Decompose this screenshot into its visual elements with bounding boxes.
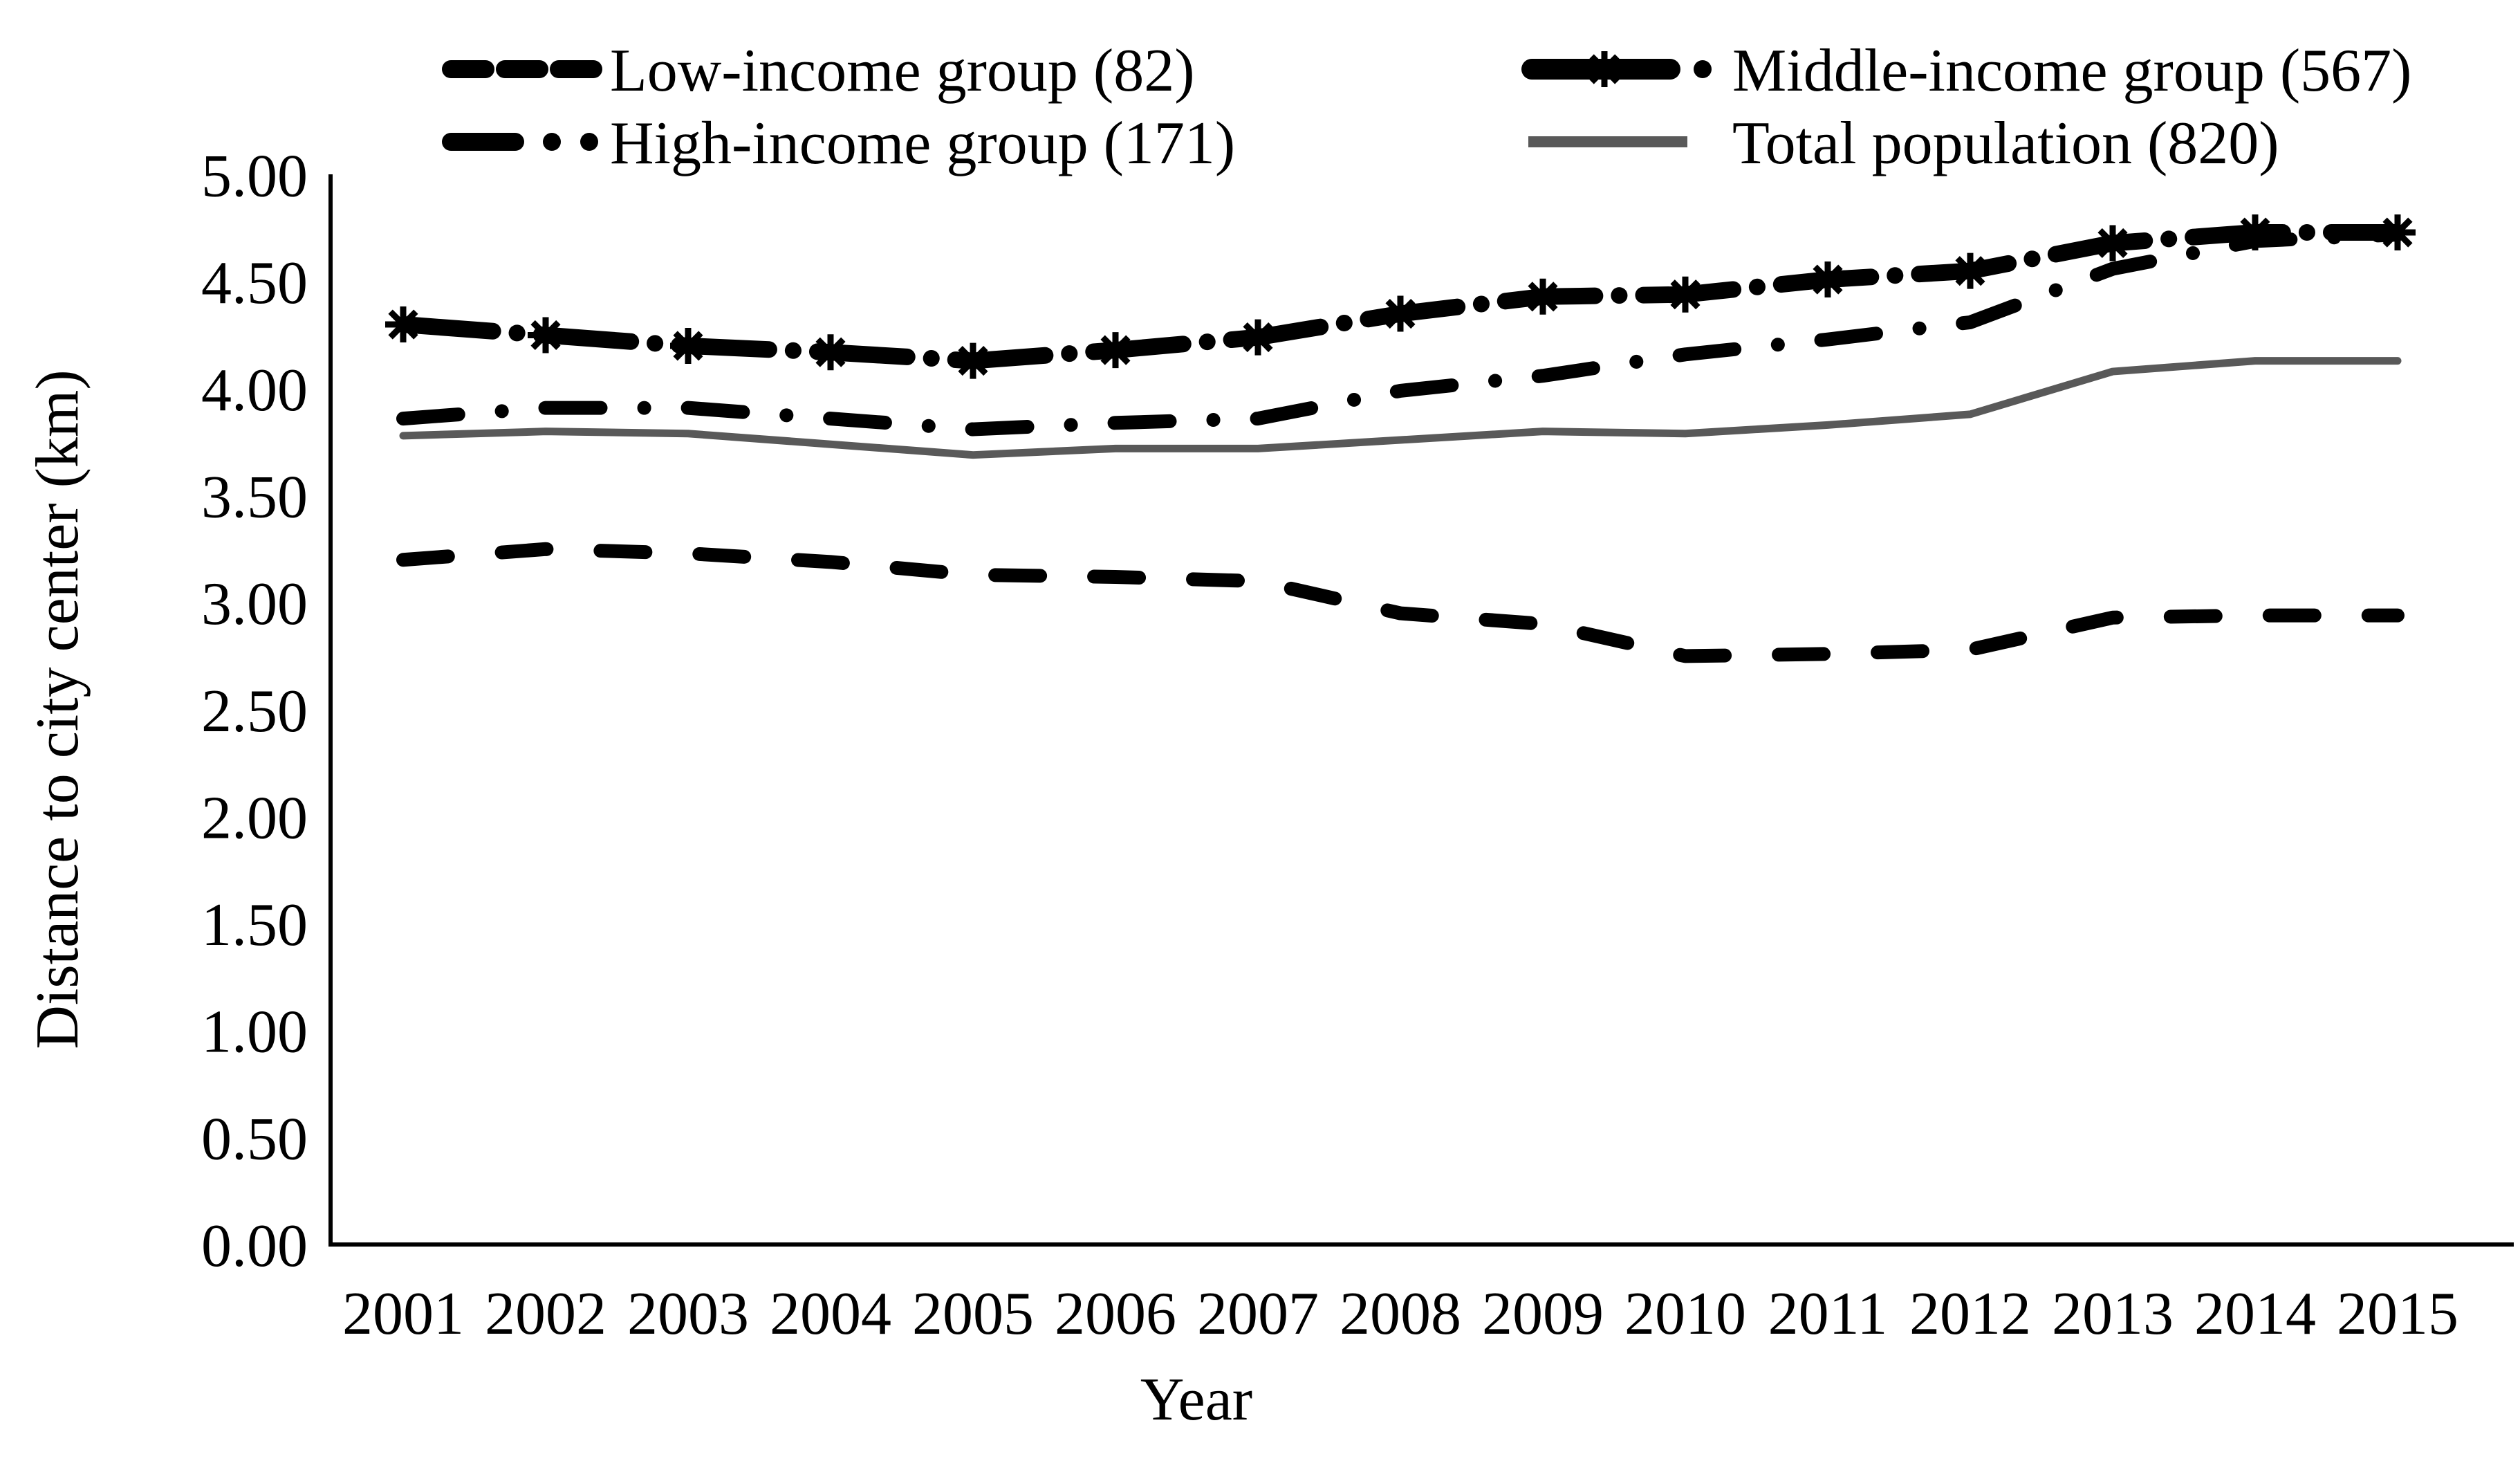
x-tick-label: 2011 [1768,1280,1888,1348]
y-tick-label: 1.00 [201,999,308,1066]
x-tick-label: 2009 [1482,1280,1604,1348]
star-marker [1097,332,1133,369]
star-arm [1955,256,1985,286]
star-marker [1382,295,1418,332]
star-marker [1240,319,1276,356]
y-tick-label: 0.00 [201,1213,308,1280]
legend: Low-income group (82) Middle-income group… [442,37,2411,177]
y-tick-label: 2.00 [201,784,308,852]
x-tick-label: 2014 [2194,1280,2316,1348]
star-arm [1243,322,1273,353]
series-middle-income-group-567 [385,214,2416,379]
star-marker [1667,276,1703,313]
x-tick-label: 2001 [342,1280,464,1348]
star-arm [1813,264,1843,295]
star-arm [673,331,703,361]
y-tick-label: 4.50 [201,250,308,317]
star-marker [385,306,421,343]
x-tick-label: 2015 [2337,1280,2458,1348]
star-marker [955,342,991,379]
x-tick-label: 2007 [1197,1280,1319,1348]
series-total-population-820 [399,357,2402,459]
x-tick-label: 2005 [912,1280,1034,1348]
star-marker [528,317,564,353]
legend-sample-dot [1694,60,1712,78]
star-arm [388,309,418,340]
star-arm [815,337,846,367]
x-tick-label: 2002 [485,1280,606,1348]
star-arm [530,320,561,351]
star-marker [670,327,706,364]
star-arm [2382,217,2413,248]
x-tick-label: 2008 [1340,1280,1461,1348]
star-marker [2380,214,2416,251]
y-tick-label: 0.50 [201,1105,308,1173]
x-tick-label: 2004 [770,1280,891,1348]
x-tick-label: 2006 [1055,1280,1176,1348]
plot-area: 0.00 0.50 1.00 1.50 2.00 2.50 3.00 3.50 4.00 4.50… [24,143,2514,1433]
star-arm [1100,335,1131,365]
y-tick-label: 1.50 [201,892,308,959]
star-marker [1525,278,1561,315]
y-axis-title: Distance to city center (km) [24,369,91,1049]
legend-item: Middle-income group (567) [1521,37,2411,104]
star-arm [1528,282,1558,312]
series-high-income-group-171 [396,228,2405,437]
legend-sample-dot [580,133,598,151]
legend-label: Low-income group (82) [610,37,1195,104]
y-tick-label: 4.00 [201,357,308,424]
legend-item: Total population (820) [1528,110,2279,177]
star-arm [1589,54,1620,84]
series-line [396,228,2405,437]
star-marker [1810,261,1846,298]
y-tick-label: 5.00 [201,143,308,210]
x-tick-label: 2003 [627,1280,749,1348]
legend-sample-dot [543,133,561,151]
legend-item: High-income group (171) [442,110,1235,177]
y-tick-label: 3.50 [201,463,308,531]
star-arm [1385,298,1416,329]
legend-item: Low-income group (82) [442,37,1195,104]
star-arm [958,346,988,376]
star-marker [2095,225,2131,261]
legend-label: Total population (820) [1732,110,2279,177]
star-marker [813,334,849,371]
y-tick-label: 2.50 [201,678,308,745]
legend-label: Middle-income group (567) [1732,37,2411,104]
star-marker [1586,51,1622,87]
series-low-income-group-82 [396,542,2405,663]
series-line [396,542,2405,663]
star-marker [2237,214,2273,251]
legend-label: High-income group (171) [610,110,1235,177]
x-axis-title: Year [1140,1366,1252,1433]
star-marker [1952,252,1988,289]
y-tick-label: 3.00 [201,571,308,638]
x-tick-label: 2013 [2052,1280,2174,1348]
x-tick-label: 2012 [1909,1280,2031,1348]
star-arm [2240,217,2270,248]
series-line [399,357,2402,459]
x-tick-label: 2010 [1624,1280,1746,1348]
star-arm [2097,228,2128,259]
star-arm [1670,279,1701,310]
